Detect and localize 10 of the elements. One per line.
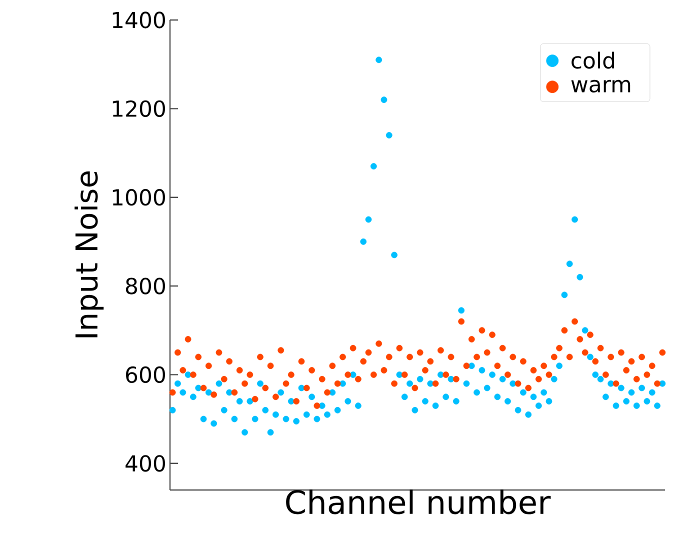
y-axis-title: Input Noise	[74, 171, 104, 338]
y-tick-label: 1400	[112, 12, 165, 28]
legend-label: cold	[572, 52, 614, 69]
y-tick-label: 1000	[112, 189, 165, 206]
y-tick-label: 1200	[112, 100, 165, 117]
y-tick-label: 600	[126, 366, 165, 384]
legend-label: warm	[571, 80, 630, 93]
x-axis-title: Channel number	[286, 490, 551, 514]
y-tick-label: 800	[126, 278, 165, 294]
y-tick-label: 400	[126, 455, 165, 472]
